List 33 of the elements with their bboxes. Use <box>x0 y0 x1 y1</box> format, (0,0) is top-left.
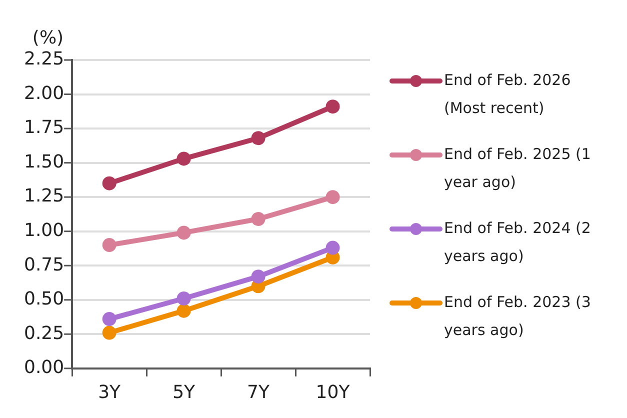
y-tick-label: 1.75 <box>24 117 64 138</box>
point <box>102 326 116 340</box>
point <box>251 131 266 146</box>
legend-label: End of Feb. 2025 (1 year ago) <box>444 144 592 193</box>
x-tick-label: 5Y <box>172 382 196 403</box>
x-tick-label: 10Y <box>316 382 351 403</box>
point <box>176 304 191 318</box>
y-tick-label: 2.25 <box>24 48 64 70</box>
y-tick-label: 1.25 <box>24 186 64 207</box>
y-tick-label: 0.00 <box>24 357 64 378</box>
point <box>176 291 191 306</box>
y-axis-title: (%) <box>32 28 64 49</box>
x-tick-label: 7Y <box>247 382 271 403</box>
y-tick-label: 2.00 <box>24 82 64 104</box>
point <box>251 270 266 284</box>
point <box>326 100 340 114</box>
y-tick-label: 0.50 <box>24 288 64 310</box>
legend-label: End of Feb. 2023 (3 years ago) <box>444 292 592 341</box>
point <box>176 226 191 240</box>
point <box>102 312 116 326</box>
point <box>176 152 191 166</box>
point <box>326 190 340 204</box>
legend-label: End of Feb. 2026 (Most recent) <box>444 70 572 119</box>
x-tick-label: 3Y <box>98 382 122 403</box>
point <box>326 240 340 255</box>
y-tick-label: 0.25 <box>24 322 64 344</box>
y-tick-label: 1.50 <box>24 151 64 172</box>
y-tick-label: 0.75 <box>24 254 64 276</box>
legend-label: End of Feb. 2024 (2 years ago) <box>444 218 592 267</box>
y-tick-label: 1.00 <box>24 220 64 242</box>
point <box>102 176 116 190</box>
point <box>251 212 266 226</box>
point <box>102 238 116 252</box>
